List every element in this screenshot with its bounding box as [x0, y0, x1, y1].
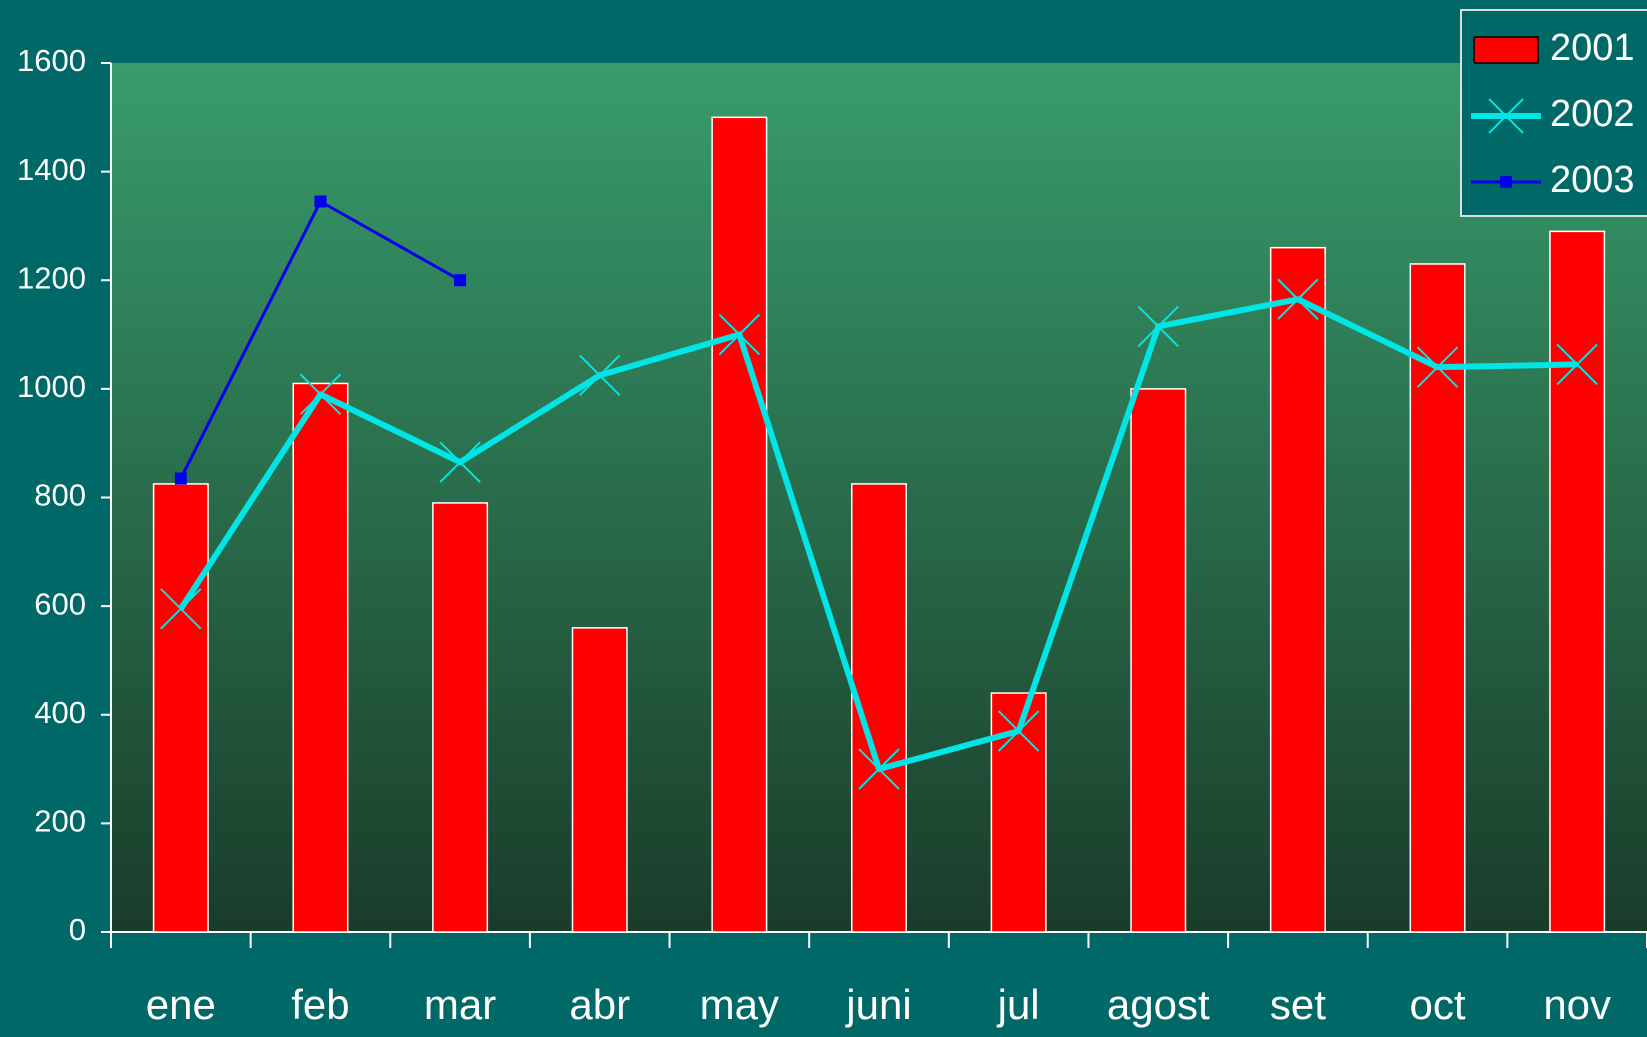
marker: [1416, 346, 1459, 388]
x-tick-label: nov: [1543, 981, 1611, 1028]
y-tick-label: 1400: [17, 152, 86, 187]
bar: [292, 382, 349, 933]
y-tick-label: 400: [34, 695, 86, 730]
marker: [579, 354, 621, 397]
x-tick-label: abr: [569, 981, 630, 1028]
marker: [1137, 305, 1179, 348]
marker: [718, 313, 761, 356]
x-tick-label: ene: [146, 981, 216, 1028]
legend-label: 2002: [1550, 93, 1635, 135]
legend-label: 2001: [1550, 27, 1635, 69]
x-tick-label: agost: [1107, 981, 1210, 1028]
bar: [1549, 230, 1606, 933]
marker: [1556, 343, 1598, 386]
bar: [711, 116, 768, 933]
bar: [1269, 246, 1326, 933]
marker: [314, 195, 327, 208]
x-tick-label: may: [700, 981, 779, 1028]
marker: [299, 373, 342, 416]
bar: [1409, 263, 1466, 933]
legend-swatch: [1473, 36, 1539, 64]
marker: [454, 274, 467, 287]
marker: [858, 748, 900, 790]
marker: [174, 472, 187, 485]
x-tick-label: jul: [996, 981, 1040, 1028]
y-tick-label: 600: [34, 586, 86, 621]
legend-marker: [1488, 98, 1524, 134]
y-tick-label: 1200: [17, 260, 86, 295]
x-tick-label: feb: [291, 981, 349, 1028]
x-tick-label: set: [1270, 981, 1326, 1028]
marker: [439, 441, 481, 483]
bar: [1130, 388, 1187, 933]
marker: [160, 588, 202, 630]
marker: [1277, 278, 1319, 320]
bar: [432, 502, 489, 933]
legend-label: 2003: [1550, 159, 1635, 201]
marker: [997, 710, 1040, 752]
bar: [571, 627, 628, 933]
x-tick-label: oct: [1410, 981, 1466, 1028]
y-tick-label: 1000: [17, 369, 86, 404]
y-tick-label: 0: [69, 912, 86, 947]
y-tick-label: 1600: [17, 43, 86, 78]
legend-marker: [1500, 176, 1512, 188]
y-tick-label: 200: [34, 804, 86, 839]
x-tick-label: mar: [424, 981, 496, 1028]
bar: [152, 483, 209, 933]
y-tick-label: 800: [34, 478, 86, 513]
x-tick-label: juni: [844, 981, 911, 1028]
